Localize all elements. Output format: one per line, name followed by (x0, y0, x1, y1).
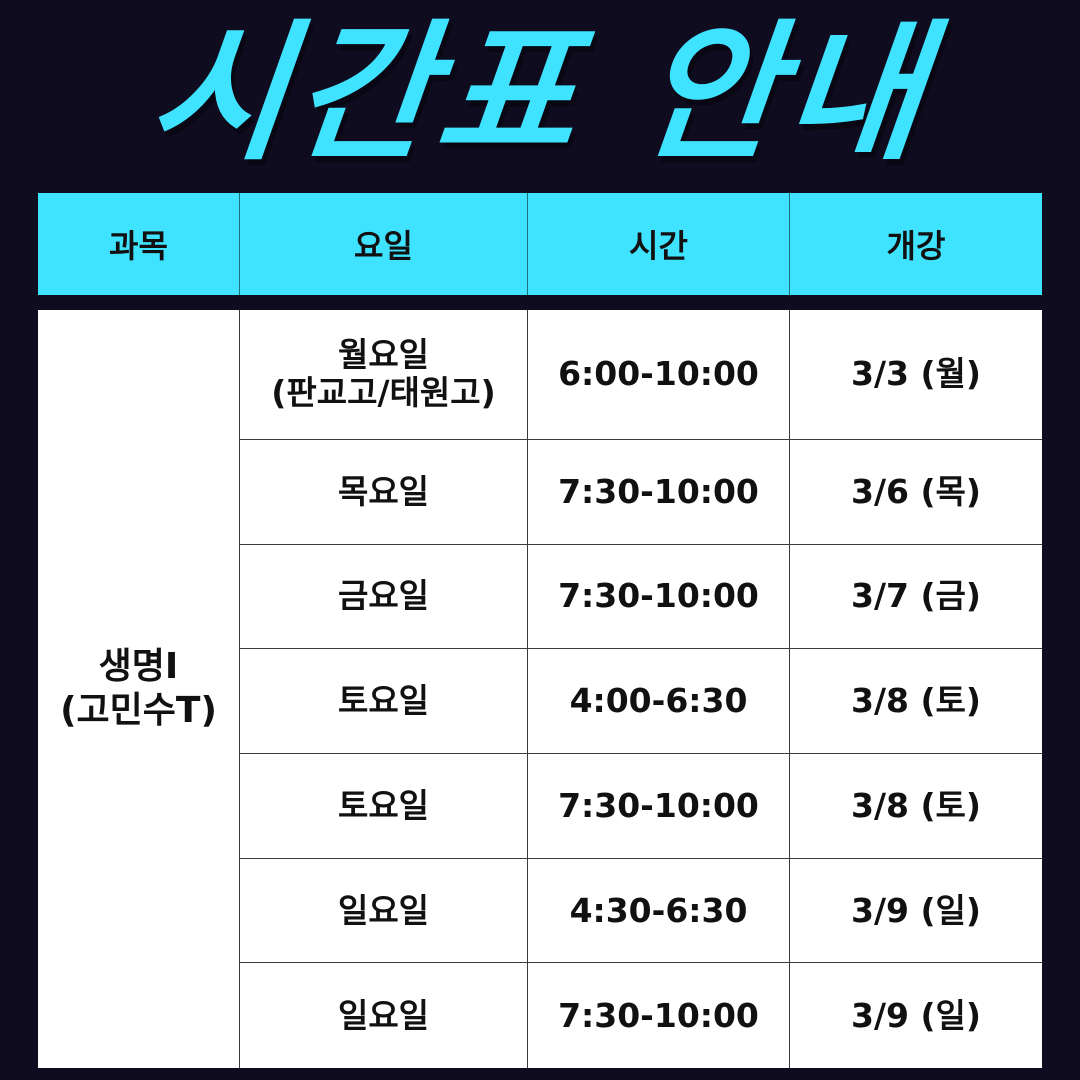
table-row: 월요일 (판교고/태원고) 6:00-10:00 3/3 (월) (240, 310, 1042, 440)
day-cell: 일요일 (240, 858, 528, 963)
time-cell: 6:00-10:00 (528, 310, 790, 439)
table-row: 토요일 7:30-10:00 3/8 (토) (240, 754, 1042, 859)
time-cell: 7:30-10:00 (528, 963, 790, 1069)
table-row: 목요일 7:30-10:00 3/6 (목) (240, 439, 1042, 545)
day-cell: 토요일 (240, 754, 528, 858)
table-row: 토요일 4:00-6:30 3/8 (토) (240, 649, 1042, 754)
time-cell: 4:00-6:30 (528, 649, 790, 753)
time-cell: 7:30-10:00 (528, 439, 790, 544)
table-row: 금요일 7:30-10:00 3/7 (금) (240, 544, 1042, 650)
day-label: 월요일 (337, 335, 430, 375)
start-cell: 3/3 (월) (851, 354, 981, 394)
schedule-rows: 월요일 (판교고/태원고) 6:00-10:00 3/3 (월) 목요일 7:3… (240, 310, 1042, 1069)
start-cell: 3/6 (목) (851, 471, 981, 511)
day-note: (판교고/태원고) (271, 373, 496, 413)
header-day: 요일 (240, 193, 528, 295)
table-row: 일요일 7:30-10:00 3/9 (일) (240, 963, 1042, 1069)
table-row: 일요일 4:30-6:30 3/9 (일) (240, 858, 1042, 964)
start-cell: 3/7 (금) (851, 576, 981, 616)
start-cell: 3/8 (토) (851, 785, 981, 825)
start-cell: 3/8 (토) (851, 681, 981, 721)
time-cell: 7:30-10:00 (528, 544, 790, 649)
day-cell: 목요일 (240, 439, 528, 544)
day-cell: 월요일 (판교고/태원고) (240, 310, 528, 439)
time-cell: 7:30-10:00 (528, 754, 790, 858)
table-header: 과목 요일 시간 개강 (38, 193, 1042, 295)
schedule-table: 생명I (고민수T) 월요일 (판교고/태원고) 6:00-10:00 3/3 … (38, 310, 1042, 1069)
day-cell: 토요일 (240, 649, 528, 753)
time-cell: 4:30-6:30 (528, 858, 790, 963)
subject-name: 생명I (98, 646, 179, 687)
subject-teacher: (고민수T) (60, 690, 217, 731)
subject-cell: 생명I (고민수T) (38, 310, 240, 1068)
page-title: 시간표 안내 (141, 7, 939, 181)
day-cell: 일요일 (240, 963, 528, 1069)
header-subject: 과목 (38, 193, 240, 295)
header-start: 개강 (886, 227, 946, 265)
start-cell: 3/9 (일) (851, 890, 981, 930)
start-cell: 3/9 (일) (851, 995, 981, 1035)
header-time: 시간 (528, 193, 790, 295)
day-cell: 금요일 (240, 544, 528, 649)
